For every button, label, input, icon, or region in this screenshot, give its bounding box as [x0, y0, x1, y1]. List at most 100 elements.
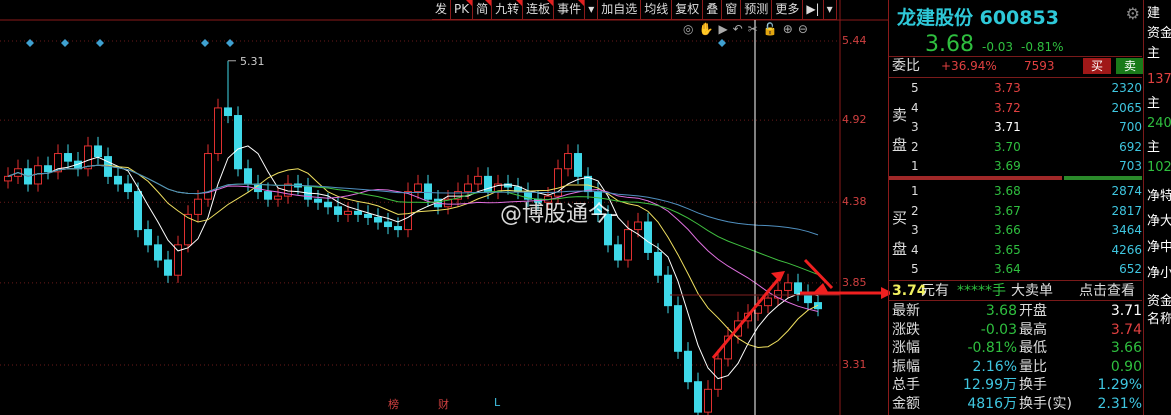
- level: 3: [911, 223, 919, 237]
- level: 4: [911, 242, 919, 257]
- stat-label: 最新: [892, 303, 920, 319]
- eye-icon[interactable]: ◎: [683, 22, 694, 36]
- toolbar-item[interactable]: 均线: [641, 0, 673, 19]
- ask-row[interactable]: 2 3.70 692: [889, 137, 1142, 157]
- ask-row[interactable]: 5 3.73 2320: [889, 78, 1142, 98]
- buy-button[interactable]: 买: [1083, 58, 1111, 74]
- stat-value: 2.16%: [972, 358, 1017, 375]
- toolbar-item[interactable]: PK: [451, 0, 474, 19]
- candle-body: [764, 297, 772, 307]
- candle-body: [184, 213, 192, 246]
- candle-body: [114, 175, 122, 185]
- stock-title: 龙建股份 600853: [897, 7, 1059, 29]
- stat-label: 涨跌: [892, 321, 920, 338]
- bid-price: 3.67: [994, 203, 1021, 218]
- bid-price: 3.68: [994, 184, 1021, 198]
- event-diamond-icon: [61, 39, 69, 47]
- toolbar-item[interactable]: 预测: [741, 0, 773, 19]
- toolbar-item[interactable]: 复权: [672, 0, 704, 19]
- bid-row[interactable]: 5 3.64 652: [889, 259, 1142, 279]
- candle-body: [354, 210, 362, 215]
- last-price: 3.68: [925, 32, 974, 57]
- toolbar-item[interactable]: 九转: [492, 0, 524, 19]
- arrowhead-icon: [881, 287, 890, 299]
- event-diamond-icon: [201, 39, 209, 47]
- bid-row[interactable]: 1 3.68 2874: [889, 181, 1142, 201]
- bid-volume: 652: [1119, 262, 1142, 276]
- kline-chart[interactable]: 5.312.91: [0, 0, 890, 415]
- candle-body: [214, 107, 222, 155]
- ask-volume: 692: [1119, 139, 1142, 154]
- candle-body: [664, 274, 672, 307]
- scissors-icon[interactable]: ✂: [747, 22, 758, 36]
- ask-row[interactable]: 4 3.72 2065: [889, 98, 1142, 118]
- y-tick-label: 4.92: [842, 113, 867, 127]
- bid-price: 3.66: [994, 223, 1021, 237]
- candle-body: [714, 358, 722, 390]
- candle-body: [474, 175, 482, 185]
- arrow-up-annotation: [711, 276, 782, 359]
- sell-side-label: 卖: [892, 106, 908, 124]
- side-panel-text: 137: [1147, 72, 1171, 87]
- toolbar-item[interactable]: 更多: [772, 0, 804, 19]
- toolbar-item[interactable]: 连板: [523, 0, 555, 19]
- toolbar-item[interactable]: 简: [473, 0, 493, 19]
- gear-icon[interactable]: ⚙: [1125, 4, 1140, 23]
- hand-icon[interactable]: ✋: [698, 22, 714, 36]
- toolbar-item[interactable]: 叠: [703, 0, 723, 19]
- lock-icon[interactable]: 🔓: [762, 22, 778, 36]
- side-panel-text: 净特: [1147, 189, 1171, 204]
- toolbar-item[interactable]: 事件: [554, 0, 586, 19]
- undo-icon[interactable]: ↶: [732, 22, 743, 36]
- toolbar-item[interactable]: ▾: [585, 0, 599, 19]
- ask-price: 3.70: [994, 139, 1021, 154]
- event-diamond-icon: [26, 39, 34, 47]
- play-icon[interactable]: ▶: [718, 22, 728, 36]
- candle-body: [84, 145, 92, 170]
- zoom-out-icon[interactable]: ⊖: [797, 22, 808, 36]
- stat-value: 2.31%: [1097, 395, 1142, 412]
- stat-row: 涨幅 -0.81% 最低 3.66: [889, 338, 1142, 358]
- candle-body: [4, 175, 12, 182]
- toolbar-item[interactable]: 窗: [722, 0, 742, 19]
- bid-row[interactable]: 3 3.66 3464: [889, 220, 1142, 240]
- candle-body: [674, 305, 682, 352]
- big-order-text: 元有: [921, 283, 949, 299]
- toolbar-item[interactable]: ▶|: [803, 0, 824, 19]
- stat-label: 振幅: [892, 358, 920, 375]
- stat-value: 0.90: [1110, 358, 1142, 375]
- ask-row[interactable]: 1 3.69 703: [889, 156, 1142, 176]
- stat-value: -0.03: [980, 321, 1017, 338]
- side-panel-text: 主: [1147, 46, 1161, 61]
- big-order-row[interactable]: 3.74 元有 *****手 大卖单 点击查看: [889, 281, 1142, 301]
- candle-body: [344, 210, 352, 215]
- candle-body: [264, 191, 272, 200]
- bid-row[interactable]: 2 3.67 2817: [889, 201, 1142, 221]
- side-panel-text: 主: [1147, 96, 1161, 111]
- view-link[interactable]: 点击查看: [1079, 283, 1135, 299]
- bid-row[interactable]: 4 3.65 4266: [889, 240, 1142, 260]
- toolbar-item[interactable]: 发: [432, 0, 452, 19]
- candle-body: [564, 153, 572, 170]
- stat-value: 1.29%: [1097, 377, 1142, 393]
- ask-row[interactable]: 3 3.71 700: [889, 117, 1142, 137]
- side-panel-text: 主: [1147, 140, 1161, 155]
- candle-body: [394, 226, 402, 231]
- stat-label: 开盘: [1019, 303, 1047, 319]
- buy-side-label: 买: [892, 209, 908, 227]
- arrow-down-annotation: [803, 258, 834, 290]
- side-panel-text: 名称: [1147, 312, 1171, 327]
- marker-l[interactable]: L: [494, 396, 501, 409]
- high-label: 5.31: [240, 55, 265, 68]
- marker-cai[interactable]: 财: [438, 398, 449, 411]
- sell-button[interactable]: 卖: [1116, 58, 1144, 74]
- zoom-in-icon[interactable]: ⊕: [782, 22, 793, 36]
- ask-volume: 700: [1119, 120, 1142, 134]
- toolbar-item[interactable]: ▾: [824, 0, 837, 19]
- stat-row: 总手 12.99万 换手 1.29%: [889, 375, 1142, 395]
- marker-bang[interactable]: 榜: [388, 398, 399, 411]
- level: 3: [911, 120, 919, 134]
- ask-price: 3.69: [994, 159, 1021, 173]
- y-tick-label: 3.31: [842, 357, 867, 371]
- toolbar-item[interactable]: 加自选: [598, 0, 642, 19]
